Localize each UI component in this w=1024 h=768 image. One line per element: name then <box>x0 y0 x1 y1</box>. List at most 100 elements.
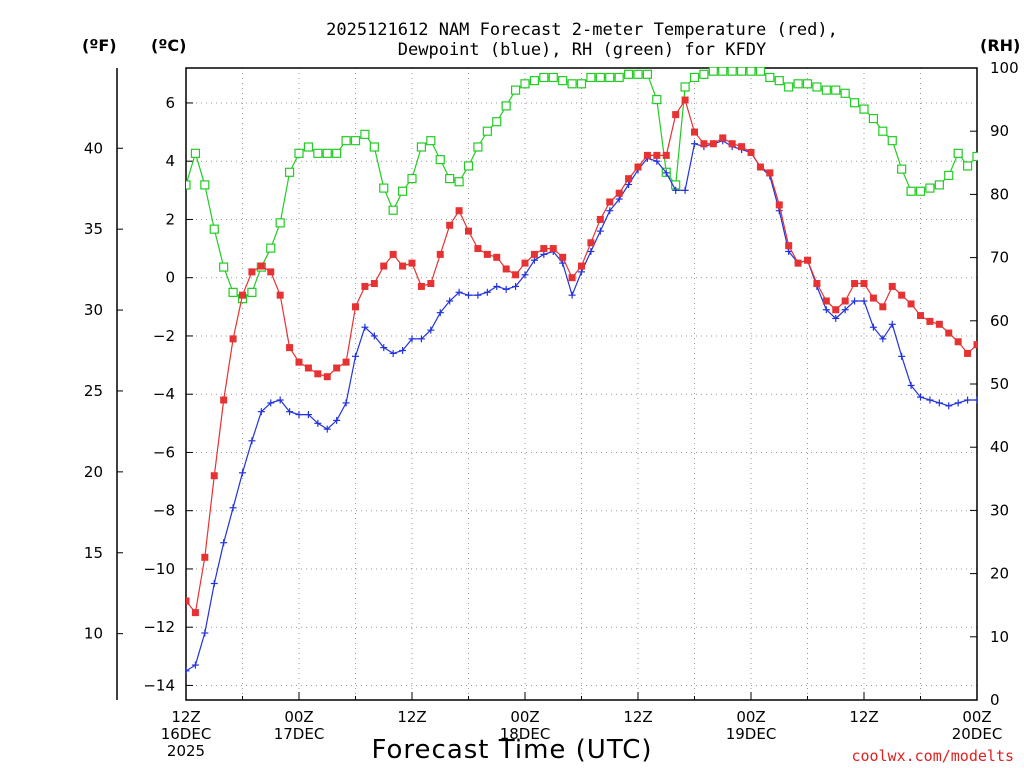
series-line <box>186 140 977 672</box>
data-point <box>210 472 218 480</box>
data-point <box>333 364 341 372</box>
data-point <box>841 306 849 314</box>
data-point <box>869 294 877 302</box>
data-point <box>831 85 841 95</box>
data-point <box>521 259 529 267</box>
data-point <box>784 82 794 92</box>
data-point <box>860 297 868 305</box>
x-tick-label: 12Z <box>397 708 426 726</box>
data-point <box>738 143 746 151</box>
data-point <box>445 174 455 184</box>
data-point <box>446 221 454 229</box>
x-tick-label: 16DEC <box>161 725 212 743</box>
data-point <box>747 148 755 156</box>
data-point <box>606 207 614 215</box>
data-point <box>802 79 813 89</box>
data-point <box>568 274 576 282</box>
data-point <box>643 151 651 159</box>
data-point <box>887 136 897 146</box>
celsius-tick-label: −4 <box>153 385 175 403</box>
data-point <box>898 291 906 299</box>
data-point <box>352 303 359 311</box>
data-point <box>888 320 896 328</box>
data-point <box>267 268 275 276</box>
data-point <box>691 128 698 136</box>
rh-tick-label: 100 <box>990 59 1019 77</box>
data-point <box>962 161 973 171</box>
data-point <box>380 262 388 270</box>
data-point <box>239 469 246 477</box>
x-axis-title: Forecast Time (UTC) <box>371 735 652 765</box>
data-point <box>267 399 275 407</box>
data-point <box>765 72 775 83</box>
fahrenheit-tick-label: 20 <box>84 463 103 481</box>
data-point <box>915 186 926 196</box>
data-point <box>210 580 218 588</box>
data-point <box>879 335 887 343</box>
data-point <box>323 425 331 433</box>
data-point <box>964 396 972 404</box>
data-point <box>266 243 276 253</box>
x-tick-label: 00Z <box>284 708 313 726</box>
fahrenheit-tick-label: 25 <box>84 382 103 400</box>
series-line <box>186 98 978 615</box>
data-point <box>529 76 540 86</box>
data-point <box>567 79 577 89</box>
data-point <box>341 136 351 146</box>
data-point <box>559 253 567 261</box>
data-point <box>512 271 520 279</box>
data-point <box>954 338 962 346</box>
data-point <box>681 96 689 104</box>
data-point <box>736 67 747 76</box>
data-point <box>482 126 492 136</box>
data-point <box>228 287 238 297</box>
data-point <box>474 245 482 253</box>
x-tick-label: 00Z <box>962 708 991 726</box>
data-point <box>691 140 698 148</box>
rh-tick-label: 80 <box>990 185 1009 203</box>
data-point <box>746 67 756 76</box>
data-point <box>313 148 323 158</box>
data-point <box>973 396 978 404</box>
data-point <box>436 250 444 258</box>
data-point <box>917 393 924 401</box>
data-point <box>755 67 766 76</box>
data-point <box>435 155 445 165</box>
data-point <box>407 174 417 184</box>
data-point <box>586 72 596 83</box>
celsius-tick-label: 4 <box>165 152 175 170</box>
x-tick-label: 12Z <box>849 708 878 726</box>
data-point <box>389 250 397 258</box>
data-point <box>851 297 859 305</box>
data-point <box>653 151 661 159</box>
data-point <box>361 282 369 290</box>
x-tick-label: 20DEC <box>952 725 1003 743</box>
data-point <box>785 242 793 250</box>
data-point <box>689 72 700 83</box>
rh-tick-label: 50 <box>990 375 1009 393</box>
data-point <box>436 309 444 317</box>
data-point <box>868 113 879 124</box>
data-point <box>323 373 331 381</box>
data-point <box>934 180 944 190</box>
data-point <box>719 134 727 142</box>
data-point <box>766 169 774 177</box>
data-point <box>642 69 653 79</box>
data-point <box>578 262 585 270</box>
data-point <box>709 140 717 148</box>
data-point <box>869 323 877 331</box>
data-point <box>549 245 557 253</box>
series-temperature <box>186 96 978 617</box>
data-point <box>540 245 548 253</box>
data-point <box>284 167 295 177</box>
data-point <box>512 282 520 290</box>
data-point <box>465 227 472 235</box>
data-point <box>186 597 190 605</box>
data-point <box>454 177 464 187</box>
data-point <box>332 148 342 158</box>
data-point <box>812 82 822 92</box>
data-point <box>370 280 378 288</box>
data-point <box>775 201 783 209</box>
fahrenheit-tick-label: 15 <box>84 544 103 562</box>
